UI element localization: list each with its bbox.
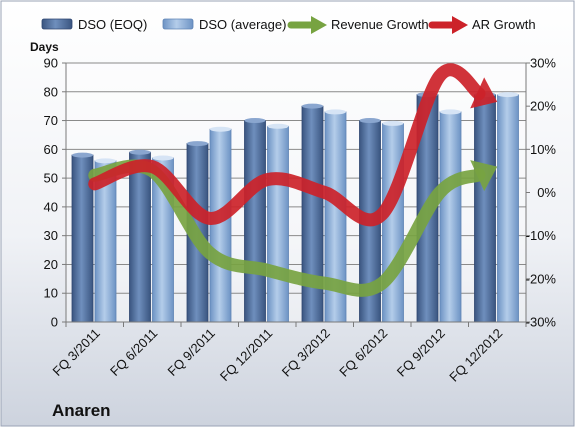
y-tick-label: 60 xyxy=(44,142,58,157)
bar-top xyxy=(244,118,266,124)
y2-tick-label: 20% xyxy=(530,99,556,114)
legend-swatch xyxy=(162,18,194,30)
y-tick-label: 70 xyxy=(44,113,58,128)
y-axis-label: Days xyxy=(30,40,59,54)
y2-tick-label: -20% xyxy=(526,271,557,286)
y-tick-label: 10 xyxy=(44,286,58,301)
growth-arrows xyxy=(88,63,498,297)
y2-tick-label: -30% xyxy=(526,315,557,330)
legend-arrowhead xyxy=(452,16,468,34)
y-tick-label: 50 xyxy=(44,171,58,186)
legend-item-dso-eoq-: DSO (EOQ) xyxy=(41,17,147,32)
y2-tick-label: 10% xyxy=(530,142,556,157)
axes xyxy=(62,62,530,327)
legend-arrowhead xyxy=(311,16,327,34)
y2-tick-label: 0% xyxy=(537,185,556,200)
bar-dso-average xyxy=(209,128,232,323)
bar-top xyxy=(210,126,231,132)
legend-item-dso-average-: DSO (average) xyxy=(162,17,286,32)
bar-dso-eoq xyxy=(244,120,266,323)
bar-dso-average xyxy=(497,94,519,323)
legend-item-revenue-growth: Revenue Growth xyxy=(287,16,429,34)
legend-label: AR Growth xyxy=(472,17,536,32)
bar-dso-average xyxy=(267,125,289,323)
legend-swatch xyxy=(41,18,73,30)
ar-growth-line xyxy=(88,63,486,227)
company-name: Anaren xyxy=(52,401,111,420)
bar-dso-eoq xyxy=(474,94,496,323)
bar-top xyxy=(152,155,174,161)
y2-tick-labels: -30% -20% -10% 0% 10% 20% 30% xyxy=(526,56,557,330)
bar-top xyxy=(95,158,116,164)
bar-top xyxy=(72,152,93,158)
bar-top xyxy=(129,149,151,155)
bar-top xyxy=(325,109,346,115)
y-tick-label: 20 xyxy=(44,257,58,272)
bar-dso-eoq xyxy=(301,105,324,323)
y2-tick-label: -10% xyxy=(526,228,557,243)
y-tick-labels: 0 10 20 30 40 50 60 70 80 90 xyxy=(44,56,58,330)
legend-item-ar-growth: AR Growth xyxy=(428,16,536,34)
bar-top xyxy=(187,141,208,147)
bar-top xyxy=(359,118,381,124)
y2-tick-label: 30% xyxy=(530,56,556,71)
bar-top xyxy=(440,109,461,115)
y-tick-label: 90 xyxy=(44,56,58,71)
bar-dso-eoq xyxy=(129,151,151,323)
legend-label: Revenue Growth xyxy=(331,17,429,32)
bar-top xyxy=(267,123,289,129)
legend-label: DSO (average) xyxy=(199,17,286,32)
y-tick-label: 80 xyxy=(44,84,58,99)
legend: DSO (EOQ) DSO (average) Revenue Growth AR G… xyxy=(41,16,536,34)
ar-growth-arrowhead xyxy=(470,77,498,109)
revenue-growth-arrowhead xyxy=(470,160,498,192)
bar-top xyxy=(497,92,519,98)
y-tick-label: 30 xyxy=(44,228,58,243)
bar-dso-average xyxy=(382,123,404,323)
bar-top xyxy=(302,103,323,109)
y-tick-label: 0 xyxy=(51,315,58,330)
y-tick-label: 40 xyxy=(44,199,58,214)
bar-dso-average xyxy=(439,111,462,323)
legend-label: DSO (EOQ) xyxy=(78,17,147,32)
bar-top xyxy=(382,120,404,126)
